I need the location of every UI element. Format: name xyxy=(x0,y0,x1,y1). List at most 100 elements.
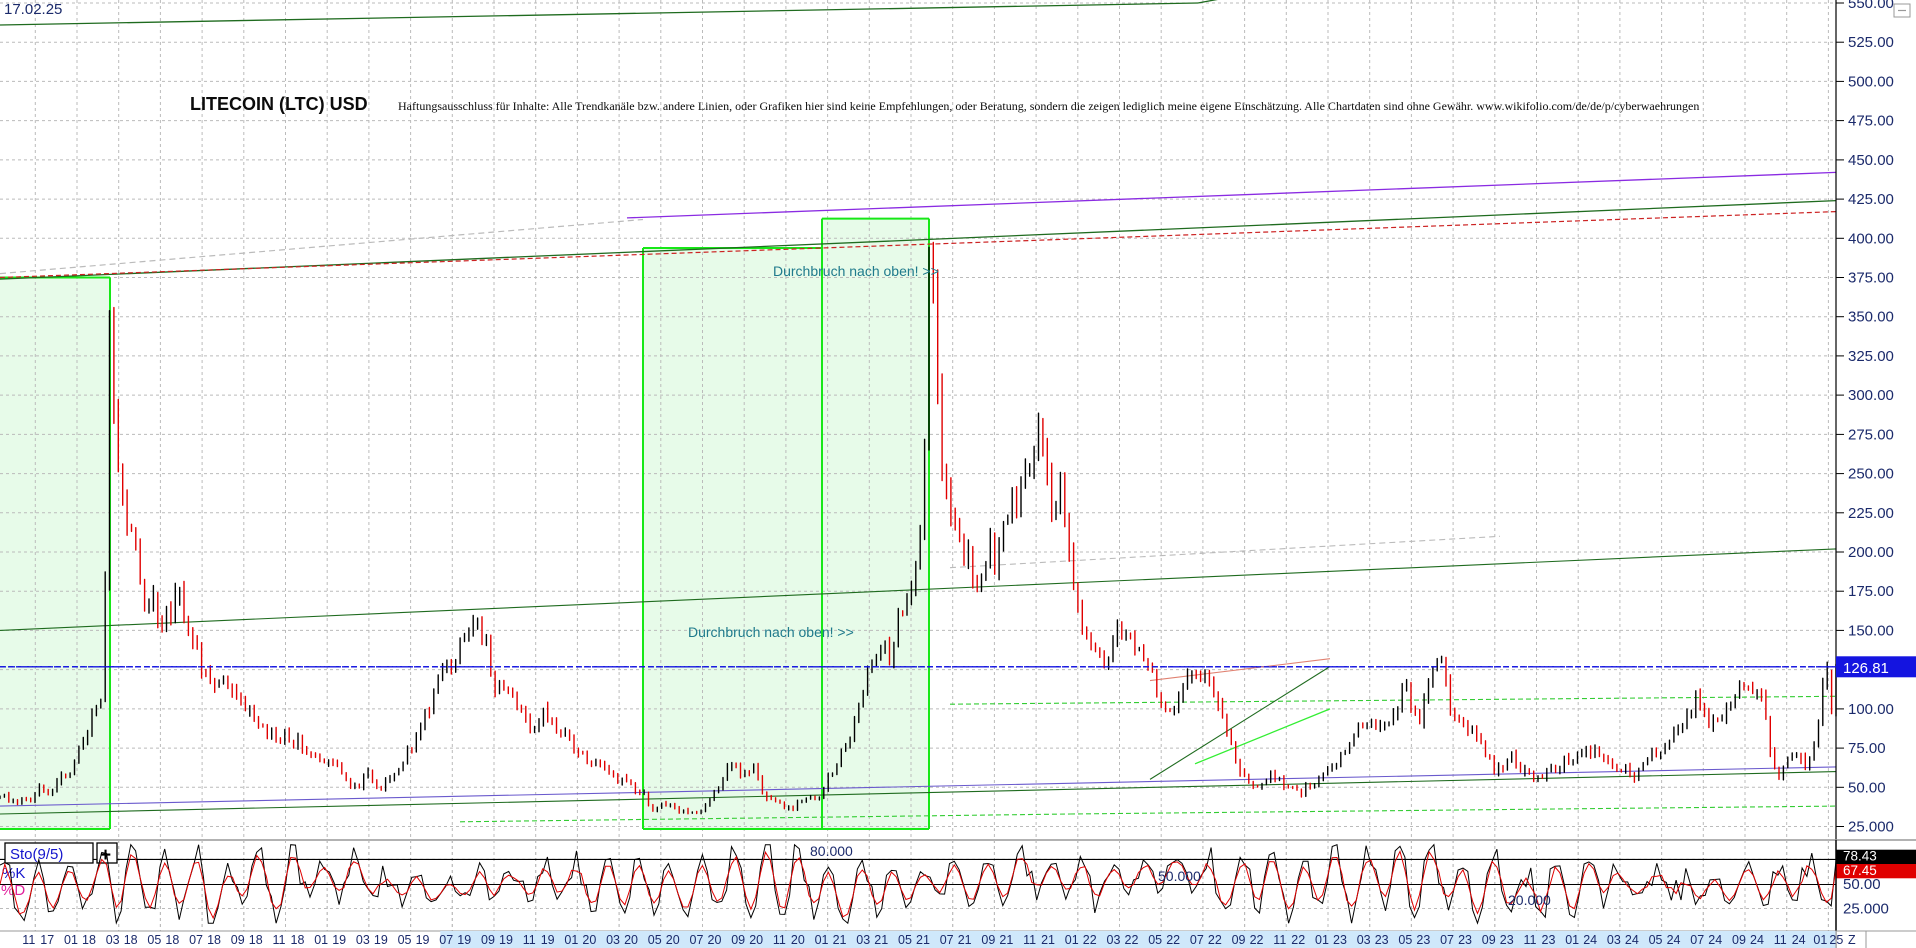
svg-text:18: 18 xyxy=(165,933,179,947)
svg-text:05: 05 xyxy=(648,933,662,947)
svg-text:24: 24 xyxy=(1667,933,1681,947)
svg-text:07: 07 xyxy=(940,933,954,947)
svg-text:22: 22 xyxy=(1083,933,1097,947)
svg-text:22: 22 xyxy=(1208,933,1222,947)
svg-text:17: 17 xyxy=(40,933,54,947)
svg-text:18: 18 xyxy=(207,933,221,947)
svg-text:03: 03 xyxy=(1107,933,1121,947)
svg-text:20: 20 xyxy=(582,933,596,947)
svg-text:03: 03 xyxy=(606,933,620,947)
svg-text:11: 11 xyxy=(1023,933,1036,947)
svg-text:450.00: 450.00 xyxy=(1848,152,1894,169)
svg-text:05: 05 xyxy=(1398,933,1412,947)
svg-text:275.00: 275.00 xyxy=(1848,426,1894,443)
svg-text:425.00: 425.00 xyxy=(1848,191,1894,208)
svg-text:05: 05 xyxy=(1649,933,1663,947)
svg-text:19: 19 xyxy=(332,933,346,947)
svg-text:19: 19 xyxy=(416,933,430,947)
svg-text:07: 07 xyxy=(189,933,203,947)
svg-text:09: 09 xyxy=(231,933,245,947)
svg-text:05: 05 xyxy=(898,933,912,947)
svg-text:50.00: 50.00 xyxy=(1848,779,1886,796)
svg-text:23: 23 xyxy=(1458,933,1472,947)
svg-text:03: 03 xyxy=(856,933,870,947)
svg-text:500.00: 500.00 xyxy=(1848,73,1894,90)
svg-text:07: 07 xyxy=(439,933,453,947)
svg-text:18: 18 xyxy=(82,933,96,947)
svg-text:Sto(9/5): Sto(9/5) xyxy=(10,846,63,863)
svg-text:50.00: 50.00 xyxy=(1843,876,1881,893)
svg-text:375.00: 375.00 xyxy=(1848,270,1894,287)
svg-text:23: 23 xyxy=(1542,933,1556,947)
svg-text:325.00: 325.00 xyxy=(1848,348,1894,365)
svg-text:20: 20 xyxy=(624,933,638,947)
svg-text:21: 21 xyxy=(958,933,972,947)
svg-text:20.000: 20.000 xyxy=(1508,892,1551,908)
svg-text:05: 05 xyxy=(398,933,412,947)
svg-text:Durchbruch nach oben! >>: Durchbruch nach oben! >> xyxy=(688,624,854,640)
svg-text:18: 18 xyxy=(249,933,263,947)
svg-text:80.000: 80.000 xyxy=(810,843,853,859)
svg-text:24: 24 xyxy=(1625,933,1639,947)
svg-text:07: 07 xyxy=(1190,933,1204,947)
svg-text:175.00: 175.00 xyxy=(1848,583,1894,600)
svg-text:225.00: 225.00 xyxy=(1848,505,1894,522)
svg-text:09: 09 xyxy=(981,933,995,947)
svg-text:22: 22 xyxy=(1125,933,1139,947)
svg-text:22: 22 xyxy=(1166,933,1180,947)
svg-text:Durchbruch nach oben! >>: Durchbruch nach oben! >> xyxy=(773,263,939,279)
svg-text:01: 01 xyxy=(1813,933,1827,947)
svg-text:21: 21 xyxy=(833,933,847,947)
svg-text:18: 18 xyxy=(124,933,138,947)
svg-text:Haftungsausschluss für Inhalte: Haftungsausschluss für Inhalte: Alle Tre… xyxy=(398,99,1699,113)
svg-text:01: 01 xyxy=(64,933,78,947)
svg-text:24: 24 xyxy=(1750,933,1764,947)
svg-text:400.00: 400.00 xyxy=(1848,230,1894,247)
svg-text:100.00: 100.00 xyxy=(1848,701,1894,718)
svg-text:07: 07 xyxy=(1690,933,1704,947)
svg-text:11: 11 xyxy=(22,933,35,947)
svg-text:25.000: 25.000 xyxy=(1848,819,1894,836)
svg-text:525.00: 525.00 xyxy=(1848,34,1894,51)
svg-text:50.000: 50.000 xyxy=(1158,868,1201,884)
svg-text:09: 09 xyxy=(1232,933,1246,947)
svg-text:250.00: 250.00 xyxy=(1848,466,1894,483)
svg-text:25.000: 25.000 xyxy=(1843,901,1889,918)
svg-text:20: 20 xyxy=(791,933,805,947)
svg-text:18: 18 xyxy=(291,933,305,947)
svg-text:550.00: 550.00 xyxy=(1848,0,1894,12)
svg-text:LITECOIN (LTC) USD: LITECOIN (LTC) USD xyxy=(190,94,368,114)
svg-text:21: 21 xyxy=(1041,933,1055,947)
svg-text:01: 01 xyxy=(1065,933,1079,947)
svg-text:20: 20 xyxy=(749,933,763,947)
svg-text:11: 11 xyxy=(1273,933,1286,947)
svg-text:01: 01 xyxy=(1565,933,1579,947)
svg-text:19: 19 xyxy=(374,933,388,947)
svg-text:24: 24 xyxy=(1583,933,1597,947)
svg-text:21: 21 xyxy=(999,933,1013,947)
svg-text:03: 03 xyxy=(106,933,120,947)
svg-text:150.00: 150.00 xyxy=(1848,622,1894,639)
svg-text:21: 21 xyxy=(874,933,888,947)
svg-text:01: 01 xyxy=(314,933,328,947)
svg-text:11: 11 xyxy=(1774,933,1787,947)
svg-text:11: 11 xyxy=(773,933,786,947)
svg-text:07: 07 xyxy=(690,933,704,947)
svg-text:03: 03 xyxy=(356,933,370,947)
svg-text:20: 20 xyxy=(708,933,722,947)
svg-text:23: 23 xyxy=(1375,933,1389,947)
svg-text:78.43: 78.43 xyxy=(1843,849,1877,864)
svg-text:24: 24 xyxy=(1708,933,1722,947)
svg-text:24: 24 xyxy=(1792,933,1806,947)
svg-text:19: 19 xyxy=(541,933,555,947)
svg-text:350.00: 350.00 xyxy=(1848,309,1894,326)
svg-text:19: 19 xyxy=(499,933,513,947)
svg-text:01: 01 xyxy=(564,933,578,947)
svg-text:11: 11 xyxy=(1524,933,1537,947)
svg-text:11: 11 xyxy=(523,933,536,947)
svg-text:05: 05 xyxy=(147,933,161,947)
svg-text:475.00: 475.00 xyxy=(1848,113,1894,130)
svg-text:17.02.25: 17.02.25 xyxy=(4,1,62,18)
svg-text:09: 09 xyxy=(1482,933,1496,947)
svg-text:200.00: 200.00 xyxy=(1848,544,1894,561)
